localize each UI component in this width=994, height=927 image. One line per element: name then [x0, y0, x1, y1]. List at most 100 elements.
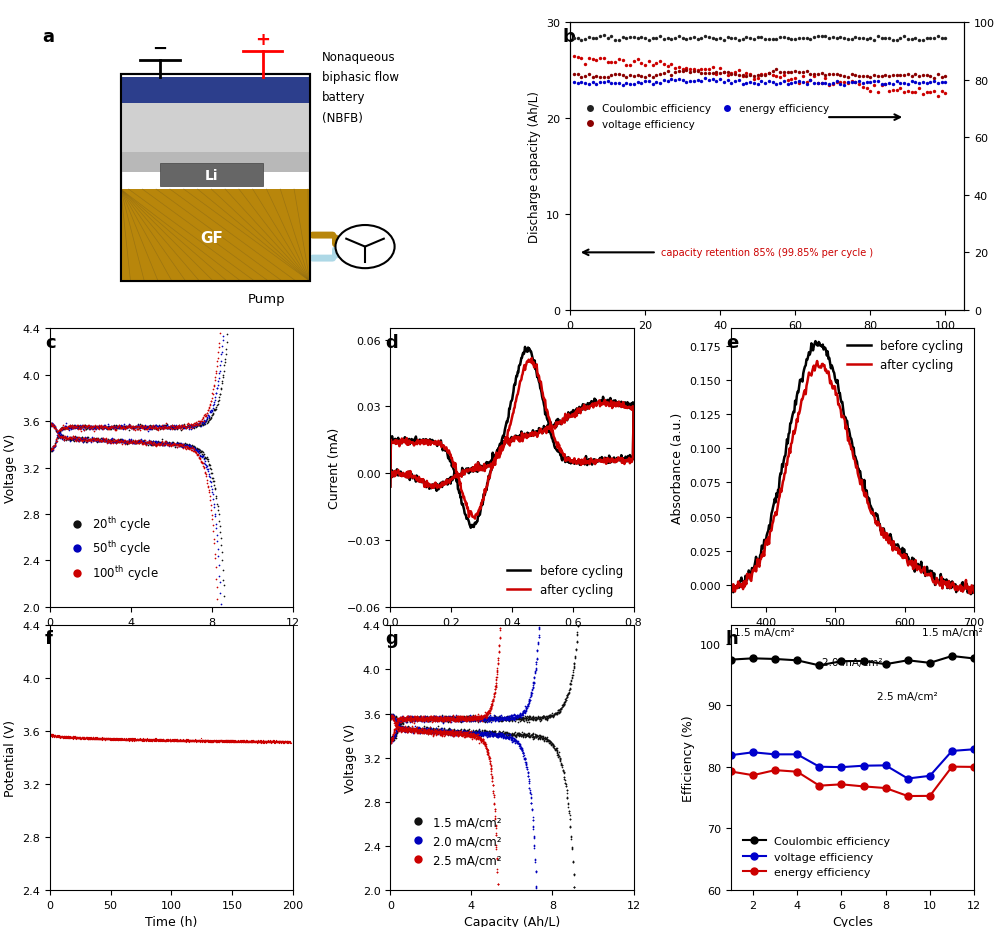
energy efficiency [791, 767, 803, 778]
Point [237, 733, 252, 748]
Point [229, 734, 245, 749]
Point [212, 734, 228, 749]
Point [243, 734, 258, 749]
Point [278, 735, 294, 750]
Point [453, 727, 469, 742]
Point [656, 67, 672, 82]
Point [415, 721, 431, 736]
Point [686, 62, 702, 77]
Point [682, 63, 698, 78]
Point [56, 730, 72, 744]
Point [48, 421, 64, 436]
Point [197, 733, 213, 748]
2.5 mA/cm² [449, 712, 465, 727]
Point [107, 423, 123, 438]
Point [393, 720, 409, 735]
Point [61, 730, 77, 744]
Point [148, 733, 164, 748]
Point [855, 77, 871, 92]
Point [442, 714, 458, 729]
Point [449, 727, 465, 742]
Point [176, 418, 192, 433]
Point [454, 727, 470, 742]
Point [58, 730, 74, 744]
Point [218, 352, 234, 367]
Point [178, 421, 194, 436]
Point [56, 434, 72, 449]
Point [568, 912, 583, 927]
Point [177, 439, 193, 454]
Point [507, 710, 523, 725]
Point [525, 731, 541, 746]
Point [140, 732, 156, 747]
Point [44, 729, 60, 743]
Point [468, 712, 484, 727]
Point [391, 718, 407, 733]
Point [230, 733, 246, 748]
Point [116, 732, 132, 747]
Point [460, 729, 476, 743]
Point [454, 711, 470, 726]
Point [481, 726, 497, 741]
Point [690, 74, 706, 89]
Point [491, 640, 507, 654]
Point [181, 440, 197, 455]
Point [458, 723, 474, 738]
Point [187, 418, 203, 433]
Point [148, 437, 164, 451]
Point [458, 725, 474, 740]
Point [474, 732, 490, 747]
Point [68, 420, 83, 435]
Point [197, 457, 213, 472]
Point [389, 719, 405, 734]
Point [416, 723, 432, 738]
Point [188, 734, 204, 749]
Point [228, 735, 244, 750]
Point [422, 725, 438, 740]
Point [235, 733, 250, 748]
Point [169, 419, 185, 434]
Point [77, 419, 92, 434]
Point [234, 734, 249, 749]
Point [186, 733, 202, 748]
2.0 mA/cm² [498, 711, 514, 726]
2.5 mA/cm² [473, 709, 489, 724]
Point [465, 723, 481, 738]
Point [228, 733, 244, 748]
Point [95, 421, 111, 436]
Point [191, 733, 207, 748]
Point [570, 76, 585, 91]
Point [48, 729, 64, 743]
Point [484, 771, 500, 786]
Point [470, 729, 486, 743]
Point [70, 730, 85, 745]
Point [535, 710, 551, 725]
Point [414, 711, 430, 726]
Point [533, 712, 549, 727]
Point [421, 711, 437, 726]
2.5 mA/cm² [483, 701, 499, 716]
Point [164, 436, 180, 451]
Point [855, 70, 871, 84]
Point [142, 732, 158, 747]
1.5 mA/cm² [394, 717, 410, 732]
Point [56, 420, 72, 435]
Point [280, 733, 296, 748]
Point [486, 788, 502, 803]
Point [78, 730, 93, 744]
Point [384, 708, 400, 723]
Point [141, 434, 157, 449]
Point [477, 726, 493, 741]
Point [43, 728, 59, 743]
1.5 mA/cm² [554, 702, 570, 717]
Point [434, 725, 450, 740]
Point [262, 735, 278, 750]
Point [449, 712, 465, 727]
2.0 mA/cm² [428, 714, 444, 729]
Point [44, 729, 60, 743]
Point [485, 726, 501, 741]
Point [155, 419, 171, 434]
Point [48, 728, 64, 743]
Point [65, 731, 81, 746]
Point [482, 725, 498, 740]
